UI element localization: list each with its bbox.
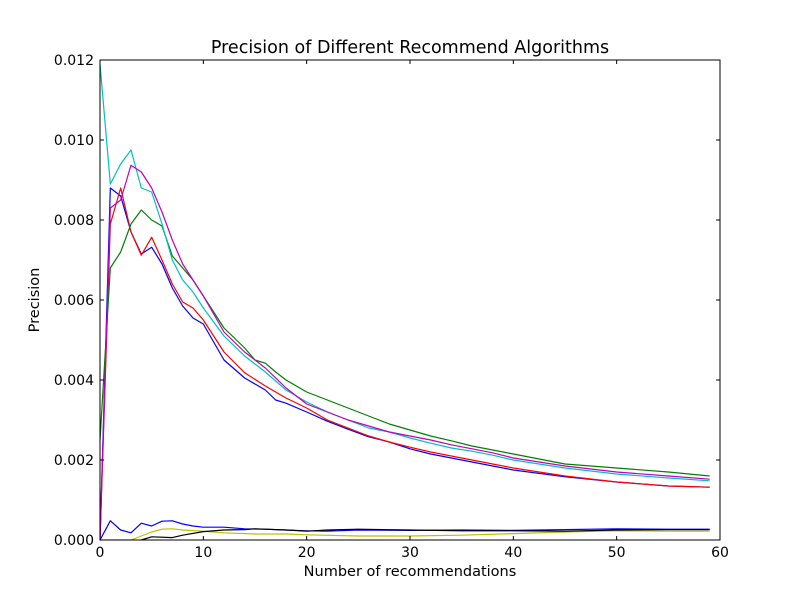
y-tick-label: 0.000	[54, 533, 94, 549]
series-line-5	[100, 164, 710, 540]
x-axis-title: Number of recommendations	[304, 564, 517, 580]
x-tick-label: 40	[504, 545, 522, 561]
y-tick-label: 0.012	[54, 53, 94, 69]
x-tick-label: 10	[194, 545, 212, 561]
x-tick-label: 60	[711, 545, 729, 561]
x-tick-label: 20	[298, 545, 316, 561]
y-axis-title: Precision	[27, 268, 43, 333]
series-line-8	[141, 528, 710, 540]
series-line-1	[100, 187, 710, 540]
series-line-2	[100, 187, 710, 540]
y-tick-label: 0.002	[54, 453, 94, 469]
y-tick-label: 0.006	[54, 293, 94, 309]
series-line-7	[100, 528, 710, 540]
series-line-3	[100, 209, 710, 477]
x-tick-label: 0	[96, 545, 105, 561]
series-layer	[100, 63, 710, 540]
tick-layer: 0 10 20 30 40 50 60 0.000 0.002 0.004 0.006 0.008 0.…	[54, 53, 729, 561]
y-tick-label: 0.004	[54, 373, 94, 389]
x-tick-label: 50	[608, 545, 626, 561]
x-tick-label: 30	[401, 545, 419, 561]
y-tick-label: 0.008	[54, 213, 94, 229]
chart-title: Precision of Different Recommend Algorit…	[211, 38, 609, 58]
y-tick-label: 0.010	[54, 133, 94, 149]
